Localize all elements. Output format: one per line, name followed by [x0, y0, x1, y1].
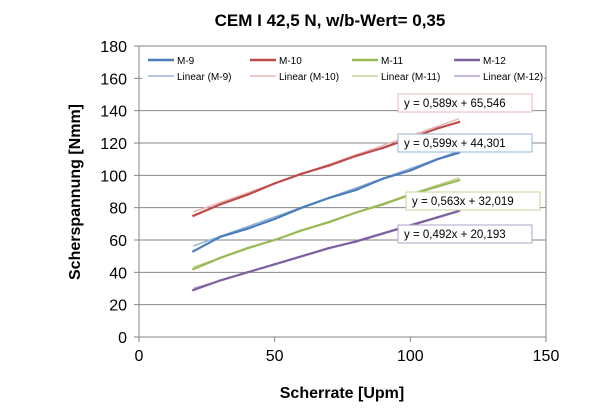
- data-point: [192, 267, 195, 271]
- legend-label: M-11: [381, 56, 403, 67]
- data-point: [219, 235, 222, 238]
- y-axis-label: Scherspannung [Nmm]: [67, 104, 84, 280]
- data-point: [192, 288, 195, 292]
- data-point: [327, 164, 331, 167]
- axes: 0 20 40 60 80 100 120 140 160 180 0 50 100 150: [100, 39, 559, 365]
- legend-label: M-9: [177, 56, 195, 67]
- x-tick-label: 150: [533, 348, 560, 365]
- y-tick-label: 120: [100, 136, 127, 153]
- equation-label: y = 0,563x + 32,019: [412, 196, 514, 208]
- data-point: [219, 279, 222, 282]
- y-tick-label: 40: [109, 265, 127, 282]
- data-point: [300, 206, 303, 209]
- data-point: [354, 211, 358, 214]
- y-tick-label: 140: [100, 104, 127, 121]
- data-point: [273, 263, 276, 266]
- data-point: [192, 214, 195, 217]
- legend-label: Linear (M-12): [483, 72, 543, 83]
- y-tick-label: 160: [100, 71, 127, 88]
- equation-box: [405, 191, 541, 211]
- data-point: [382, 146, 385, 150]
- data-point: [436, 157, 439, 161]
- data-point: [457, 120, 461, 124]
- data-point: [246, 227, 249, 230]
- plot-area: [138, 45, 547, 338]
- data-point: [327, 221, 331, 224]
- legend-label: Linear (M-10): [279, 72, 339, 83]
- data-point: [273, 217, 276, 221]
- legend-label: M-12: [483, 56, 506, 67]
- data-point: [246, 193, 249, 196]
- data-point: [382, 232, 385, 235]
- data-point: [354, 240, 358, 243]
- legend-label: Linear (M-11): [381, 72, 440, 83]
- equation-box: [397, 133, 533, 153]
- equation-label: y = 0,492x + 20,193: [404, 229, 506, 241]
- data-point: [327, 246, 331, 250]
- x-tick-label: 100: [397, 348, 424, 365]
- equation-label: y = 0,599x + 44,301: [404, 138, 506, 150]
- equation-box: [397, 93, 533, 113]
- legend-box: [142, 49, 544, 83]
- data-point: [457, 178, 461, 182]
- x-tick-label: 50: [266, 348, 284, 365]
- data-point: [300, 254, 303, 258]
- equation-label: y = 0,589x + 65,546: [404, 98, 506, 110]
- data-point: [300, 229, 303, 232]
- chart-title: CEM I 42,5 N, w/b-Wert= 0,35: [215, 11, 446, 30]
- data-point: [436, 127, 439, 130]
- data-point: [436, 185, 439, 188]
- x-axis-label: Scherrate [Upm]: [280, 385, 404, 402]
- y-tick-label: 20: [109, 298, 127, 315]
- data-point: [246, 271, 249, 274]
- y-tick-label: 180: [100, 39, 127, 56]
- data-point: [219, 203, 222, 206]
- data-point: [246, 246, 249, 250]
- data-point: [409, 169, 412, 172]
- legend-label: M-10: [279, 56, 302, 67]
- y-tick-label: 80: [109, 201, 127, 218]
- trendline-equations: y = 0,599x + 44,301 y = 0,589x + 65,546 y …: [397, 93, 541, 244]
- legend-label: Linear (M-9): [177, 72, 231, 83]
- legend: M-9 M-10 M-11 M-12 Linear (M-9) Linear (M-10)…: [142, 49, 544, 83]
- y-tick-label: 0: [118, 330, 127, 347]
- x-tick-label: 0: [135, 348, 144, 365]
- data-point: [219, 256, 222, 259]
- data-point: [273, 238, 276, 242]
- data-point: [354, 188, 358, 192]
- data-point: [382, 177, 385, 180]
- data-point: [300, 172, 303, 175]
- data-point: [436, 216, 439, 219]
- data-point: [382, 203, 385, 206]
- equation-box: [397, 224, 533, 244]
- data-point: [327, 196, 331, 200]
- y-tick-label: 100: [100, 168, 127, 185]
- y-tick-label: 60: [109, 233, 127, 250]
- data-point: [273, 182, 276, 185]
- data-point: [354, 154, 358, 158]
- data-point: [192, 250, 195, 253]
